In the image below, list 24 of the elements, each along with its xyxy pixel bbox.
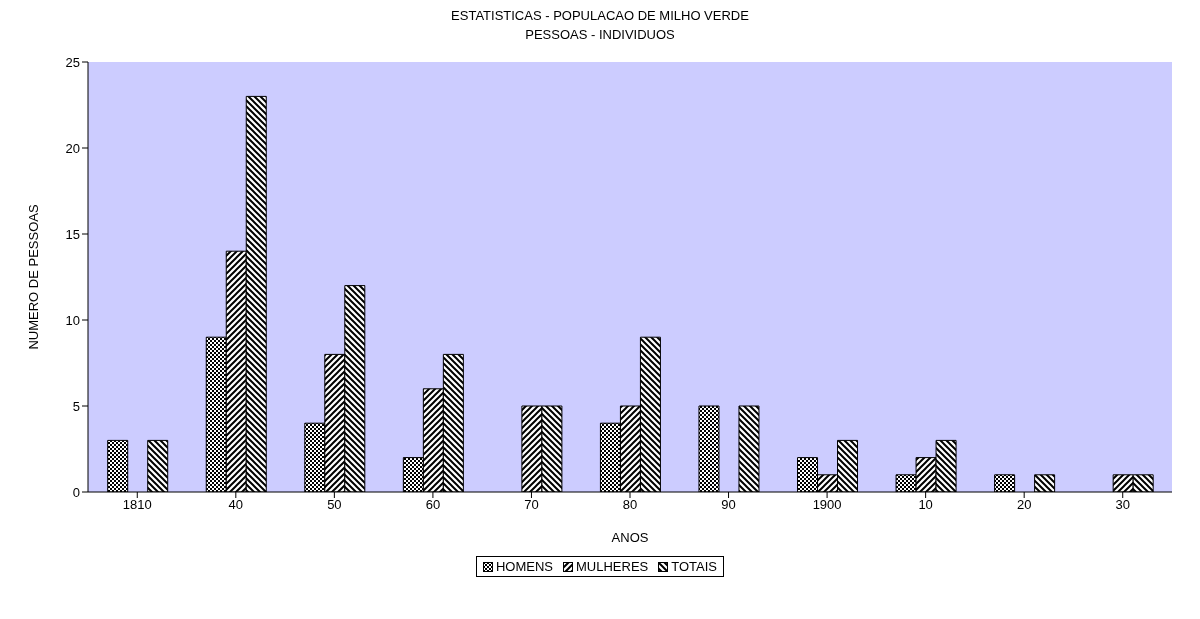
chart-subtitle: PESSOAS - INDIVIDUOS xyxy=(524,27,676,42)
y-tick-label: 10 xyxy=(65,312,80,328)
y-axis-title: NUMERO DE PESSOAS xyxy=(25,204,41,350)
x-tick-label: 90 xyxy=(721,497,736,513)
x-tick-label: 20 xyxy=(1016,497,1032,513)
x-tick-label: 60 xyxy=(425,497,441,513)
x-tick-label: 30 xyxy=(1115,497,1130,513)
legend-label: HOMENS xyxy=(495,559,554,574)
y-tick-label: 25 xyxy=(65,54,80,70)
x-tick-label: 50 xyxy=(327,497,342,513)
x-tick-label: 10 xyxy=(918,497,933,513)
legend-label: TOTAIS xyxy=(671,559,718,574)
x-tick-label: 40 xyxy=(228,497,244,513)
y-tick-label: 20 xyxy=(65,140,80,156)
y-tick-label: 5 xyxy=(72,398,80,414)
x-tick-label: 1810 xyxy=(122,497,152,513)
x-tick-label: 80 xyxy=(622,497,638,513)
y-tick-label: 15 xyxy=(65,226,80,242)
x-tick-label: 1900 xyxy=(812,497,842,513)
chart-title: ESTATISTICAS - POPULACAO DE MILHO VERDE xyxy=(450,8,750,23)
y-tick-label: 0 xyxy=(72,484,80,500)
x-axis-title: ANOS xyxy=(611,530,649,545)
legend-label: MULHERES xyxy=(576,559,649,574)
x-tick-label: 70 xyxy=(524,497,539,513)
